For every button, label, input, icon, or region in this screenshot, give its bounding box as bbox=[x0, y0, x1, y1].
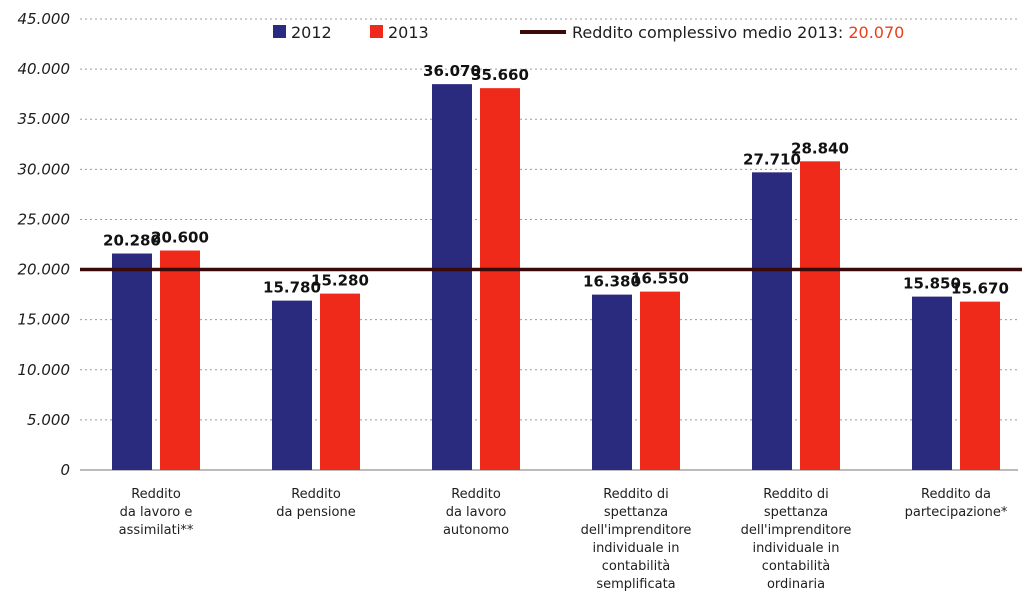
value-label-2013-1: 15.280 bbox=[311, 272, 369, 290]
category-label-line: Reddito bbox=[131, 487, 181, 502]
y-axis-ticks: 0 5.000 10.000 15.000 20.000 25.000 30.000 35.0… bbox=[18, 10, 71, 479]
y-tick-label: 45.000 bbox=[18, 10, 71, 28]
category-label-line: da lavoro e bbox=[120, 505, 193, 520]
category-label-line: individuale in bbox=[752, 541, 839, 556]
bar-2013-3 bbox=[640, 291, 680, 470]
y-tick-label: 30.000 bbox=[18, 160, 71, 178]
category-label-line: dell'imprenditore bbox=[741, 523, 852, 538]
legend-label-2012: 2012 bbox=[291, 23, 332, 42]
y-tick-label: 35.000 bbox=[18, 110, 71, 128]
legend-label-2013: 2013 bbox=[388, 23, 429, 42]
category-label-line: semplificata bbox=[596, 577, 675, 592]
value-label-2012-1: 15.780 bbox=[263, 279, 321, 297]
value-label-2012-0: 20.280 bbox=[103, 232, 161, 250]
grid-layer bbox=[80, 18, 1018, 471]
category-label: Reddito da pensione bbox=[276, 487, 355, 520]
category-label-line: da lavoro bbox=[446, 505, 507, 520]
value-label-2013-5: 15.670 bbox=[951, 280, 1009, 298]
bar-2012-5 bbox=[912, 296, 952, 470]
y-tick-label: 5.000 bbox=[27, 411, 70, 429]
bar-2013-1 bbox=[320, 293, 360, 470]
category-label-line: Reddito di bbox=[603, 487, 669, 502]
value-label-2013-3: 16.550 bbox=[631, 270, 689, 288]
y-tick-label: 25.000 bbox=[18, 210, 71, 228]
bar-2013-0 bbox=[160, 250, 200, 470]
category-label-line: partecipazione* bbox=[905, 505, 1008, 520]
category-label-line: assimilati** bbox=[119, 523, 194, 538]
value-label-2013-4: 28.840 bbox=[791, 139, 849, 157]
legend-swatch-2013 bbox=[370, 25, 383, 38]
bar-2013-5 bbox=[960, 301, 1000, 470]
bar-2012-0 bbox=[112, 253, 152, 470]
category-label-line: spettanza bbox=[604, 505, 668, 520]
y-tick-label: 40.000 bbox=[18, 60, 71, 78]
value-label-2013-2: 35.660 bbox=[471, 66, 529, 84]
bar-2013-4 bbox=[800, 161, 840, 470]
value-labels-layer: 20.280 15.780 36.070 16.380 27.710 15.850 20.6… bbox=[103, 62, 1009, 297]
category-label-line: contabilità bbox=[602, 559, 671, 574]
legend: 2012 2013 Reddito complessivo medio 2013: … bbox=[273, 23, 904, 42]
category-labels-layer: Reddito da lavoro e assimilati** Reddito da … bbox=[119, 487, 1008, 592]
category-label-line: Reddito bbox=[291, 487, 341, 502]
category-label-line: autonomo bbox=[443, 523, 509, 538]
bar-2012-4 bbox=[752, 172, 792, 470]
bar-2013-2 bbox=[480, 88, 520, 471]
value-label-2013-0: 20.600 bbox=[151, 229, 209, 247]
category-label-line: Reddito di bbox=[763, 487, 829, 502]
value-label-2012-3: 16.380 bbox=[583, 273, 641, 291]
category-label-line: dell'imprenditore bbox=[581, 523, 692, 538]
bar-2012-3 bbox=[592, 294, 632, 470]
legend-reference-value: 20.070 bbox=[848, 23, 904, 42]
value-label-2012-4: 27.710 bbox=[743, 150, 801, 168]
bar-2012-2 bbox=[432, 84, 472, 471]
category-label: Reddito di spettanza dell'imprenditore indi… bbox=[581, 487, 692, 592]
legend-swatch-2012 bbox=[273, 25, 286, 38]
category-label-line: spettanza bbox=[764, 505, 828, 520]
category-label-line: contabilità bbox=[762, 559, 831, 574]
value-label-2012-2: 36.070 bbox=[423, 62, 481, 80]
legend-label-reference: Reddito complessivo medio 2013: 20.070 bbox=[572, 23, 904, 42]
y-tick-label: 0 bbox=[60, 461, 70, 479]
category-label: Reddito di spettanza dell'imprenditore indi… bbox=[741, 487, 852, 592]
y-tick-label: 20.000 bbox=[18, 261, 71, 279]
category-label: Reddito da lavoro e assimilati** bbox=[119, 487, 194, 538]
value-label-2012-5: 15.850 bbox=[903, 275, 961, 293]
category-label-line: Reddito da bbox=[921, 487, 991, 502]
category-label-line: individuale in bbox=[592, 541, 679, 556]
category-label-line: da pensione bbox=[276, 505, 355, 520]
category-label-line: Reddito bbox=[451, 487, 501, 502]
y-tick-label: 10.000 bbox=[18, 361, 71, 379]
bar-2012-1 bbox=[272, 300, 312, 470]
category-label-line: ordinaria bbox=[767, 577, 825, 592]
category-label: Reddito da lavoro autonomo bbox=[443, 487, 509, 538]
bars-layer bbox=[112, 84, 1000, 471]
category-label: Reddito da partecipazione* bbox=[905, 487, 1008, 520]
y-tick-label: 15.000 bbox=[18, 311, 71, 329]
